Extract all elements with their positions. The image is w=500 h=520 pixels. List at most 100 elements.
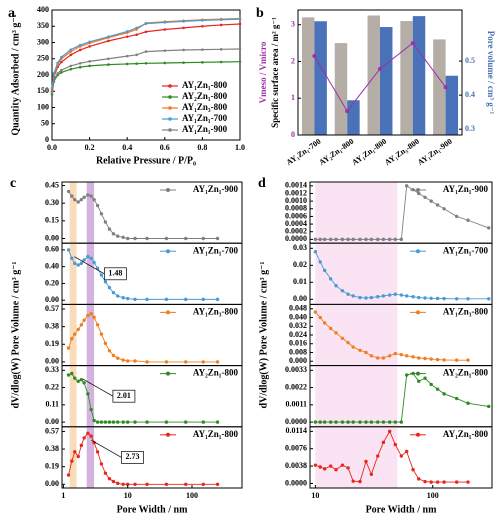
series-marker: [92, 315, 96, 320]
series-marker: [60, 55, 63, 59]
annotation-box: [121, 451, 144, 464]
y-tick-label: 0.00: [45, 417, 59, 426]
series-marker: [334, 468, 338, 472]
series-marker: [164, 297, 169, 302]
series-marker: [135, 53, 138, 57]
y-tick-label: 0.00: [45, 479, 59, 488]
series-marker: [429, 199, 433, 203]
shaded-band: [315, 182, 398, 244]
series-marker: [201, 48, 204, 51]
series-marker: [182, 48, 185, 52]
series-marker: [99, 212, 104, 216]
series-marker: [116, 481, 120, 486]
series-marker: [66, 373, 71, 377]
series-marker: [393, 351, 398, 356]
y-tick-label: 0.22: [45, 382, 59, 391]
series-marker: [107, 477, 112, 481]
ratio-marker: [410, 41, 415, 46]
series-marker: [429, 382, 433, 387]
y-tick-label: 50: [41, 119, 49, 128]
series-marker: [89, 434, 93, 438]
series-marker: [103, 220, 108, 224]
y-tick-label: 0.01: [293, 277, 307, 286]
shaded-band: [86, 426, 95, 488]
series-marker: [318, 420, 322, 424]
series-marker: [76, 200, 80, 204]
x-tick-label: 0.6: [160, 143, 170, 152]
legend-marker: [168, 117, 172, 121]
series-marker: [95, 420, 100, 424]
panel-series-label: AY₁Zn₁-900: [443, 184, 489, 194]
series-marker: [116, 356, 120, 360]
series-marker: [144, 22, 148, 25]
y-tick-label: 0.0008: [285, 204, 307, 213]
legend-marker: [168, 84, 172, 88]
series-marker: [381, 294, 386, 298]
series-marker: [135, 26, 138, 30]
series-marker: [125, 54, 129, 58]
series-marker: [88, 40, 91, 44]
series-marker: [121, 420, 125, 424]
series-marker: [79, 323, 84, 327]
series-marker: [86, 431, 90, 435]
bar: [433, 39, 446, 135]
series-marker: [60, 68, 63, 72]
series-marker: [89, 256, 93, 260]
shaded-band: [86, 243, 95, 305]
series-marker: [219, 60, 223, 64]
series-marker: [358, 348, 362, 352]
series-marker: [95, 450, 100, 454]
x-tick-label: 10: [311, 491, 319, 500]
series-marker: [73, 376, 77, 380]
series-marker: [60, 71, 63, 74]
series-marker: [103, 280, 108, 284]
series-marker: [76, 263, 80, 267]
series-marker: [69, 48, 73, 51]
series-marker: [369, 472, 374, 476]
series-marker: [435, 387, 440, 391]
y-tick-label: 0.0033: [285, 365, 307, 374]
y-tick-label: 0.0076: [285, 444, 307, 453]
series-marker: [376, 295, 380, 299]
x-axis-label: Relative Pressure / P/P₀: [96, 155, 196, 166]
panel-series-label: AY₁Zn₃-800: [193, 306, 239, 316]
x-axis-label: Pore Width / nm: [366, 504, 438, 515]
x-tick-label: 100: [427, 491, 439, 500]
y-tick-label: 0.0010: [285, 196, 307, 205]
series-marker: [404, 184, 409, 188]
series-marker: [163, 61, 167, 65]
series-marker: [388, 354, 392, 358]
annotation-label: 1.48: [108, 269, 122, 278]
series-marker: [76, 454, 80, 459]
series-marker: [442, 480, 446, 484]
series-marker: [163, 28, 167, 31]
legend-marker: [416, 371, 420, 376]
series-marker: [340, 463, 345, 467]
y-tick-label: 0.57: [45, 426, 59, 435]
y-tick-label: 250: [37, 54, 49, 63]
y-tick-label: 0.00: [45, 357, 59, 366]
y-tick-label: 0.040: [289, 312, 307, 321]
series-marker: [164, 360, 169, 364]
series-marker: [435, 480, 440, 484]
y-tick-label: 1: [291, 93, 295, 102]
series-marker: [145, 297, 149, 302]
panel-label: d: [258, 176, 266, 191]
y-tick-label: 100: [37, 102, 49, 111]
series-marker: [56, 61, 59, 65]
shaded-band: [315, 365, 398, 427]
annotation-arrow: [91, 439, 122, 458]
series-marker: [328, 237, 333, 242]
series-marker: [70, 459, 74, 463]
y-tick-label: 0.0022: [285, 382, 307, 391]
plot-frame: [309, 426, 493, 489]
series-marker: [184, 482, 188, 486]
series-marker: [70, 256, 74, 260]
y-tick-label: 0.032: [289, 321, 307, 330]
series-marker: [121, 482, 125, 486]
series-marker: [238, 22, 242, 26]
series-marker: [184, 360, 188, 364]
series-marker: [369, 420, 374, 424]
y-tick-label: 200: [37, 70, 49, 79]
x-tick-label: 10: [124, 491, 132, 500]
